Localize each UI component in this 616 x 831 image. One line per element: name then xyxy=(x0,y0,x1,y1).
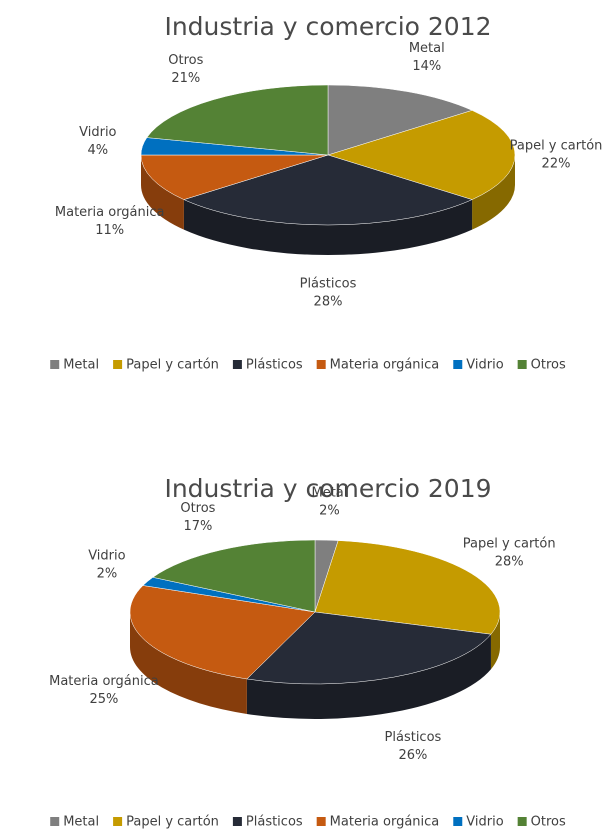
slice xyxy=(152,539,316,613)
data-label-value: 28% xyxy=(495,555,524,570)
legend-label: Vidrio xyxy=(466,358,503,373)
data-label-name: Vidrio xyxy=(88,549,125,564)
slice xyxy=(140,154,329,200)
data-label-name: Papel y cartón xyxy=(463,537,556,552)
data-label-name: Metal xyxy=(409,41,445,56)
legend-swatch xyxy=(316,817,326,826)
legend-label: Vidrio xyxy=(466,815,503,830)
legend: Metal Papel y cartón Plásticos Materia orgá… xyxy=(50,815,566,830)
slice xyxy=(246,611,492,685)
data-label-name: Plásticos xyxy=(385,730,442,745)
legend-label: Plásticos xyxy=(246,358,303,373)
legend-swatch xyxy=(113,360,123,369)
data-label-value: 25% xyxy=(89,692,118,707)
legend-swatch xyxy=(517,817,527,826)
slice-side xyxy=(246,634,491,719)
legend-swatch xyxy=(453,360,463,369)
legend-swatch xyxy=(316,360,326,369)
legend-swatch xyxy=(232,360,242,369)
data-label-value: 26% xyxy=(398,748,427,763)
legend-swatch xyxy=(50,360,60,369)
data-label-value: 4% xyxy=(88,143,109,158)
legend-swatch xyxy=(517,360,527,369)
slice-side xyxy=(183,199,473,255)
data-label-name: Plásticos xyxy=(300,277,357,292)
chart-title: Industria y comercio 2012 xyxy=(164,12,491,41)
slice xyxy=(129,585,316,680)
data-label-value: 28% xyxy=(314,295,343,310)
slice xyxy=(327,110,516,200)
legend-swatch xyxy=(232,817,242,826)
data-label-value: 14% xyxy=(412,59,441,74)
legend-label: Papel y cartón xyxy=(126,358,219,373)
data-label-name: Vidrio xyxy=(79,125,116,140)
slice-side xyxy=(490,612,500,670)
data-label-value: 21% xyxy=(171,71,200,86)
chart-title: Industria y comercio 2019 xyxy=(164,474,491,503)
slice xyxy=(146,84,329,156)
data-label-name: Otros xyxy=(168,53,203,68)
data-label-value: 22% xyxy=(542,157,571,172)
data-label-value: 2% xyxy=(319,504,340,519)
data-label-name: Metal xyxy=(311,486,347,501)
legend-label: Otros xyxy=(531,358,566,373)
data-label-value: 17% xyxy=(183,519,212,534)
data-label-value: 2% xyxy=(97,567,118,582)
legend-label: Papel y cartón xyxy=(126,815,219,830)
legend-swatch xyxy=(113,817,123,826)
slice-side xyxy=(472,155,515,230)
data-label-name: Materia orgánica xyxy=(49,674,159,689)
slice xyxy=(183,154,473,226)
data-label-value: 11% xyxy=(95,223,124,238)
legend-label: Materia orgánica xyxy=(330,358,440,373)
legend-label: Metal xyxy=(63,358,99,373)
legend-label: Metal xyxy=(63,815,99,830)
legend-label: Materia orgánica xyxy=(330,815,440,830)
slice-side xyxy=(141,155,184,230)
legend-label: Plásticos xyxy=(246,815,303,830)
data-label-name: Otros xyxy=(180,501,215,516)
slice xyxy=(327,84,473,156)
data-label-name: Materia orgánica xyxy=(55,205,165,220)
data-label-name: Papel y cartón xyxy=(510,139,603,154)
legend: Metal Papel y cartón Plásticos Materia orgá… xyxy=(50,358,566,373)
slice xyxy=(314,540,501,635)
legend-label: Otros xyxy=(531,815,566,830)
legend-swatch xyxy=(50,817,60,826)
legend-swatch xyxy=(453,817,463,826)
slice-side xyxy=(130,612,247,714)
